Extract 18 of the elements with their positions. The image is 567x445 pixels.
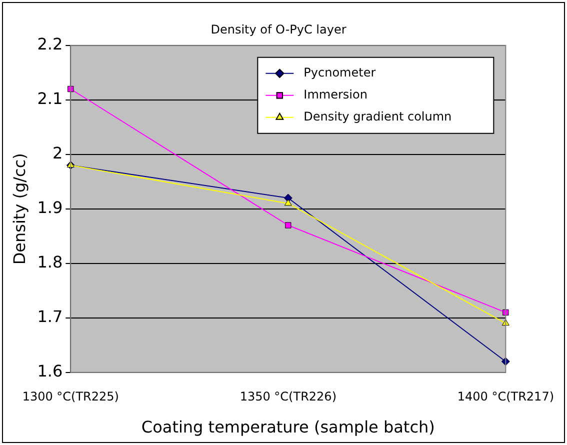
- y-tick-label: 2.2: [37, 34, 63, 54]
- point: [284, 199, 292, 206]
- x-axis-title: Coating temperature (sample batch): [141, 418, 435, 437]
- y-tick-label: 1.7: [37, 307, 63, 326]
- x-tick-label: 1300 °C(TR225): [22, 390, 119, 404]
- y-axis-title: Density (g/cc): [10, 153, 29, 265]
- legend-label: Immersion: [304, 88, 368, 102]
- y-tick-label: 2.1: [37, 89, 63, 108]
- legend-label: Density gradient column: [304, 110, 452, 124]
- x-tick-label: 1350 °C(TR226): [240, 390, 336, 404]
- point: [285, 222, 292, 228]
- x-tick-label: 1400 °C(TR217): [457, 390, 554, 404]
- y-tick-label: 1.6: [37, 362, 63, 381]
- y-tick-label: 1.8: [37, 252, 63, 272]
- legend-label: Pycnometer: [304, 66, 376, 80]
- y-tick-label: 1.9: [37, 198, 63, 218]
- y-tick-label: 2: [52, 144, 63, 163]
- chart-title: Density of O-PyC layer: [210, 22, 346, 36]
